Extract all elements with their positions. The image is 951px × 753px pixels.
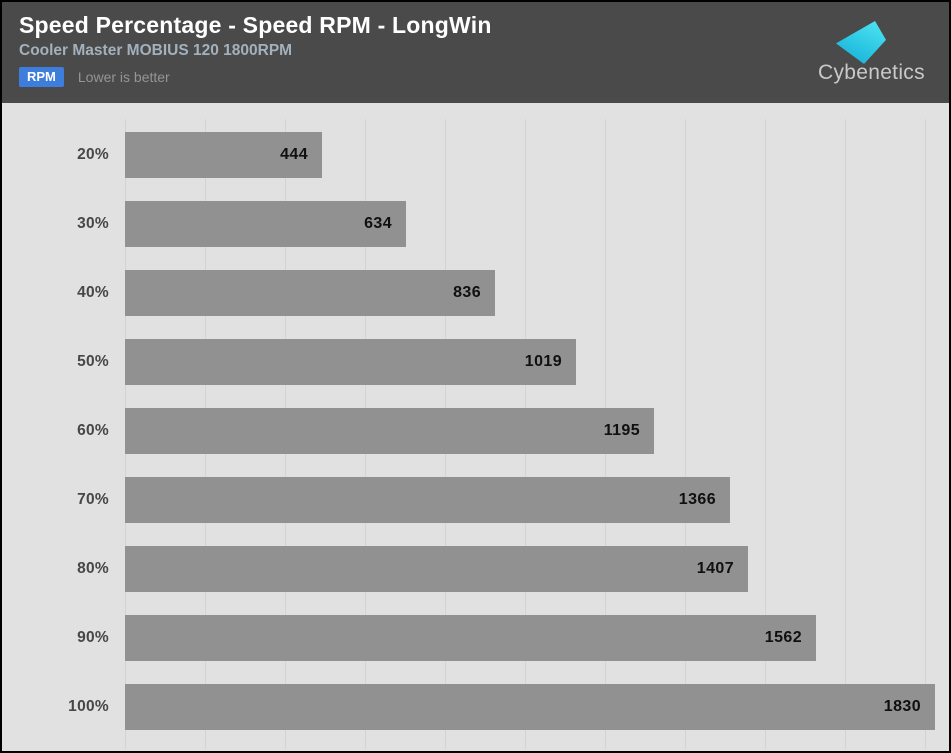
bar-row: 40% 836	[2, 258, 949, 327]
bar-value-label: 836	[453, 283, 481, 301]
category-label: 70%	[77, 490, 109, 508]
bar-row: 30% 634	[2, 189, 949, 258]
bar: 634	[125, 200, 406, 247]
bar: 836	[125, 269, 495, 316]
cybenetics-diamond-icon	[836, 21, 886, 64]
cybenetics-logo-text: Cybenetics	[818, 61, 925, 84]
bar-value-label: 1366	[678, 490, 716, 508]
bar-value-label: 1562	[764, 628, 802, 646]
category-label: 20%	[77, 145, 109, 163]
category-label: 60%	[77, 421, 109, 439]
bar: 1195	[125, 407, 654, 454]
bar-value-label: 634	[364, 214, 392, 232]
category-label: 30%	[77, 214, 109, 232]
bar-row: 70% 1366	[2, 465, 949, 534]
cybenetics-logo: Cybenetics	[816, 8, 938, 88]
bar-row: 60% 1195	[2, 396, 949, 465]
category-label: 80%	[77, 559, 109, 577]
bar: 1366	[125, 476, 730, 523]
meta-row: RPM Lower is better	[19, 66, 933, 87]
category-label: 100%	[68, 697, 109, 715]
bar-row: 20% 444	[2, 120, 949, 189]
category-label: 50%	[77, 352, 109, 370]
bar-value-label: 1407	[696, 559, 734, 577]
chart-subtitle: Cooler Master MOBIUS 120 1800RPM	[19, 41, 293, 59]
lower-is-better-note: Lower is better	[77, 68, 170, 85]
bar: 1562	[125, 614, 816, 661]
bar-rows: 20% 444 30% 634 40% 836 50% 1019 60% 119…	[2, 103, 949, 751]
category-label: 40%	[77, 283, 109, 301]
bar-value-label: 444	[280, 145, 308, 163]
bar-value-label: 1195	[603, 421, 640, 439]
bar-row: 80% 1407	[2, 534, 949, 603]
bar: 444	[125, 131, 322, 178]
bar-row: 50% 1019	[2, 327, 949, 396]
bar-value-label: 1830	[883, 697, 921, 715]
unit-badge: RPM	[19, 66, 64, 87]
bar: 1407	[125, 545, 748, 592]
bar: 1019	[125, 338, 576, 385]
category-label: 90%	[77, 628, 109, 646]
chart-header: Speed Percentage - Speed RPM - LongWin C…	[2, 2, 949, 103]
bar-row: 90% 1562	[2, 603, 949, 672]
bar-value-label: 1019	[524, 352, 562, 370]
bar-row: 100% 1830	[2, 672, 949, 741]
chart-title: Speed Percentage - Speed RPM - LongWin	[19, 12, 492, 38]
bar-chart: 20% 444 30% 634 40% 836 50% 1019 60% 119…	[2, 103, 949, 751]
bar: 1830	[125, 683, 935, 730]
